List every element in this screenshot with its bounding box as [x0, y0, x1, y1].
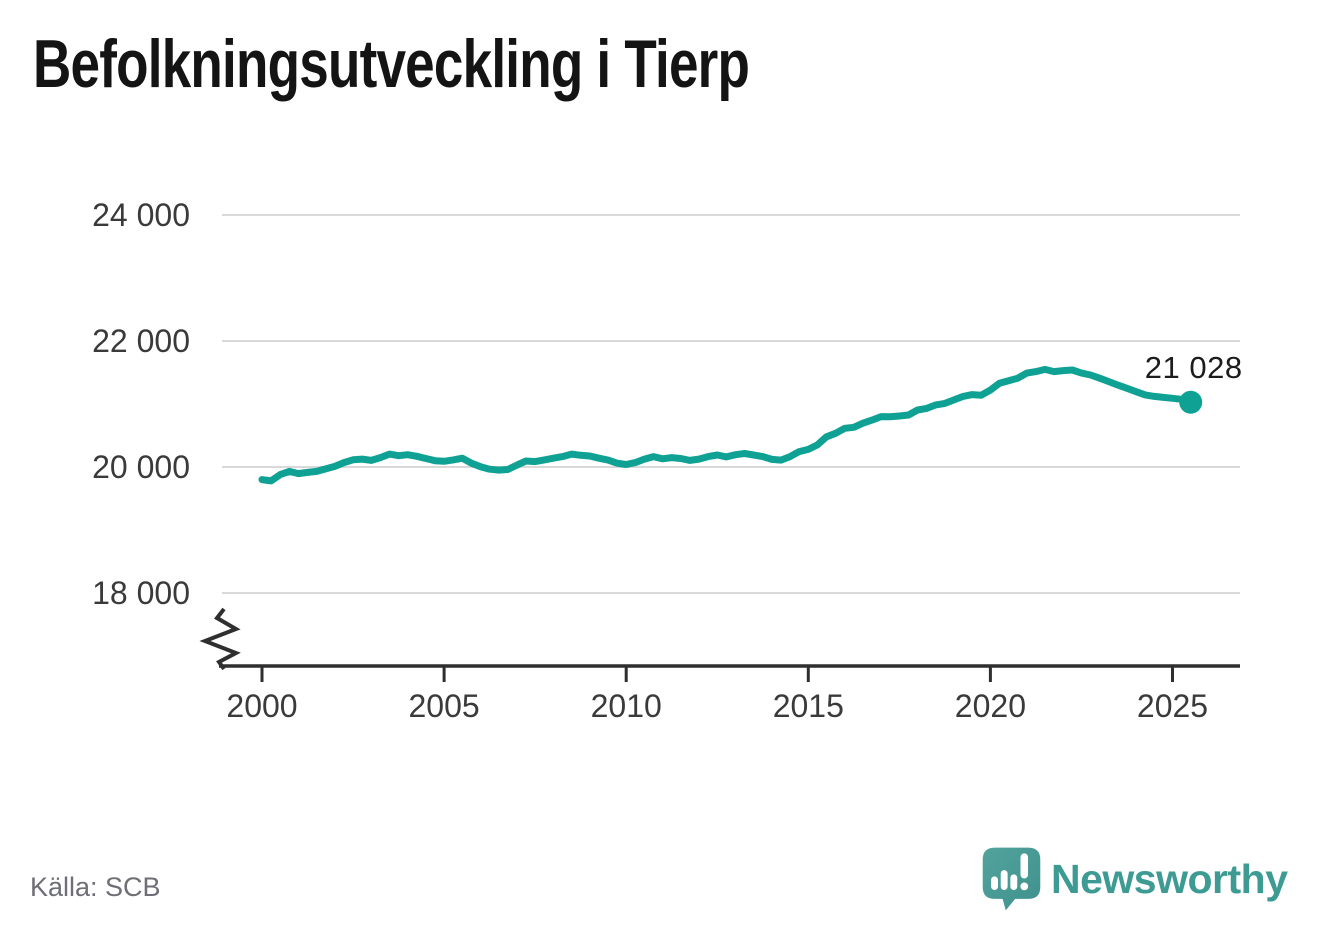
- end-value-label: 21 028: [1145, 350, 1243, 385]
- newsworthy-logo-icon: [982, 847, 1041, 911]
- y-tick-label: 20 000: [92, 449, 190, 485]
- y-axis-labels: 24 000 22 000 20 000 18 000: [92, 197, 190, 611]
- newsworthy-wordmark: Newsworthy: [1051, 856, 1288, 902]
- exclamation-dot: [1020, 882, 1029, 891]
- end-point-dot: [1179, 390, 1203, 414]
- end-value-annotation: 21 028: [1145, 350, 1243, 385]
- y-axis-break-icon: [199, 607, 241, 671]
- source-note: Källa: SCB: [30, 872, 161, 902]
- bar-1: [991, 876, 998, 891]
- x-tick-label: 2000: [226, 688, 297, 724]
- x-tick-label: 2020: [955, 688, 1026, 724]
- y-tick-label: 18 000: [92, 575, 190, 611]
- bar-2: [1000, 870, 1008, 891]
- x-axis-tick-labels: 2000 2005 2010 2015 2020 2025: [226, 688, 1208, 724]
- x-tick-label: 2010: [591, 688, 662, 724]
- newsworthy-logo: Newsworthy: [980, 845, 1288, 912]
- population-line: [258, 365, 1195, 485]
- gridlines: [222, 214, 1240, 594]
- bar-3: [1010, 874, 1018, 891]
- x-tick-label: 2005: [409, 688, 480, 724]
- x-tick-label: 2015: [773, 688, 844, 724]
- x-axis-ticks: [260, 667, 1174, 682]
- population-series: [258, 365, 1203, 485]
- chart-title: Befolkningsutveckling i Tierp: [33, 26, 750, 102]
- y-tick-label: 24 000: [92, 197, 190, 233]
- exclamation-bar: [1020, 853, 1029, 879]
- x-tick-label: 2025: [1137, 688, 1208, 724]
- y-tick-label: 22 000: [92, 323, 190, 359]
